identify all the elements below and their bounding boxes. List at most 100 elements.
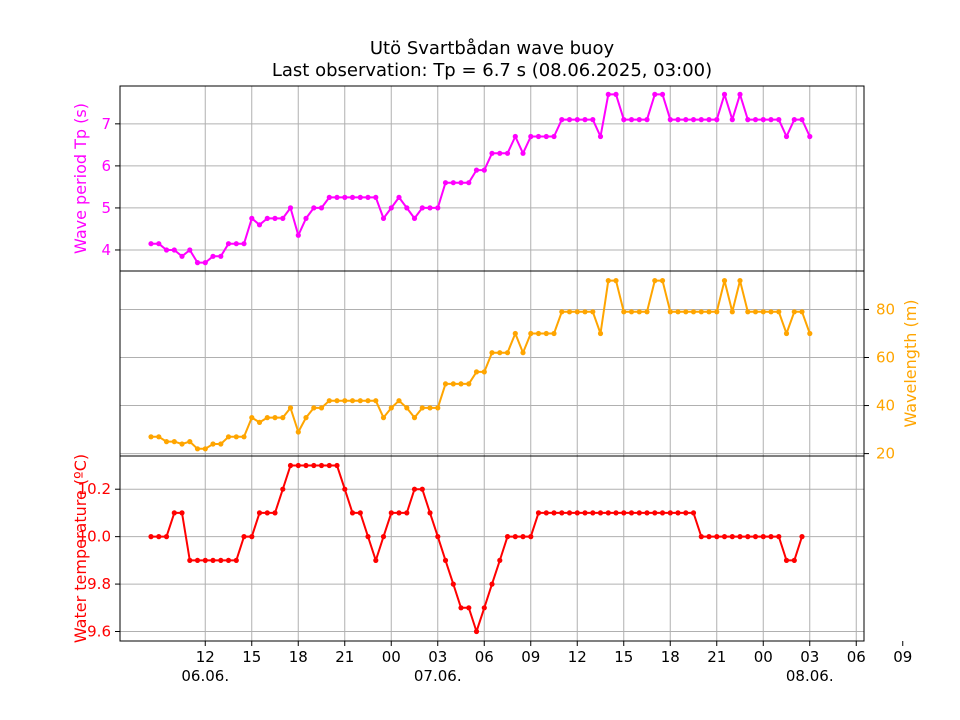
wavelength-point (721, 278, 728, 284)
temperature-point (225, 557, 232, 564)
temperature-point (411, 486, 418, 492)
period-point (194, 260, 201, 266)
temperature-point (760, 534, 766, 540)
wavelength-point (776, 309, 782, 315)
period-point (218, 253, 224, 259)
wavelength-point (473, 369, 480, 375)
temperature-point (551, 510, 557, 516)
period-point (543, 133, 549, 140)
panel-frame (119, 270, 865, 457)
temperature-point (287, 462, 294, 469)
temperature-point (768, 534, 774, 540)
wavelength-point (745, 309, 751, 315)
period-point (582, 117, 588, 123)
period-point (187, 247, 193, 253)
wavelength-point (714, 309, 720, 315)
temperature-point (582, 510, 588, 516)
wavelength-point (574, 309, 580, 315)
temperature-point (163, 534, 170, 540)
wavelength-line (151, 279, 811, 450)
wavelength-point (520, 350, 526, 356)
wavelength-point (675, 309, 681, 315)
temperature-point (365, 534, 371, 540)
temperature-point (636, 510, 642, 516)
wavelength-point (706, 309, 712, 315)
y-tick-label: 10.2 (78, 480, 111, 498)
wavelength-point (411, 415, 418, 421)
wavelength-point (489, 350, 495, 356)
temperature-point (396, 510, 402, 516)
x-tick-label: 06 (847, 648, 866, 666)
wavelength-point (543, 330, 549, 337)
time-axis: 12 15 18 21 00 03 06 09 12 15 18 21 00 03 06 09 06.06. 07… (181, 641, 912, 685)
period-point (171, 247, 177, 253)
period-point (411, 215, 418, 221)
period-point (659, 91, 666, 97)
period-point (365, 194, 371, 200)
wavelength-point (683, 309, 689, 315)
period-point (303, 215, 309, 221)
wavelength-point (807, 330, 813, 337)
wavelength-point (156, 434, 162, 440)
wavelength-point (442, 381, 449, 387)
temperature-point (752, 534, 759, 540)
temperature-point (357, 510, 363, 516)
temperature-point (690, 510, 697, 516)
temperature-point (349, 510, 356, 516)
y-tick-label: 80 (876, 300, 895, 318)
period-point (721, 91, 728, 97)
temperature-point (342, 486, 348, 492)
temperature-point (783, 557, 790, 564)
period-point (574, 117, 580, 123)
temperature-point (590, 510, 596, 516)
wavelength-point (528, 330, 534, 337)
wavelength-point (373, 398, 379, 404)
temperature-point (334, 462, 340, 469)
period-point (334, 194, 340, 200)
period-point (698, 117, 704, 123)
period-point (551, 133, 557, 140)
temperature-point (450, 581, 456, 587)
wavelength-point (644, 309, 650, 315)
temperature-line (151, 464, 803, 633)
temperature-point (435, 534, 441, 540)
wavelength-point (466, 381, 472, 387)
x-tick-label: 06 (475, 648, 494, 666)
period-point (683, 117, 689, 123)
period-point (628, 117, 635, 123)
x-tick-label: 09 (521, 648, 540, 666)
period-point (249, 215, 255, 221)
wave-period-panel: 4 5 6 7 Wave period Tp (s) (71, 85, 865, 272)
temperature-point (311, 462, 317, 469)
wavelength-point (783, 330, 790, 337)
y-tick-label: 9.8 (87, 575, 111, 593)
temperature-point (458, 605, 464, 611)
temperature-point (272, 510, 278, 516)
y-tick-label: 6 (101, 157, 111, 175)
wavelength-point (171, 439, 177, 445)
temperature-point (512, 534, 518, 540)
x-tick-label: 00 (382, 648, 401, 666)
wavelength-point (187, 439, 193, 445)
wavelength-point (388, 405, 394, 411)
temperature-point (574, 510, 580, 516)
wavelength-point (458, 381, 464, 387)
temperature-point (481, 605, 487, 611)
wavelength-point (202, 446, 208, 452)
temperature-point (559, 510, 565, 516)
temperature-point (295, 462, 301, 469)
period-point (729, 117, 735, 123)
period-point (396, 194, 402, 200)
x-tick-label: 18 (661, 648, 680, 666)
period-point (566, 117, 573, 123)
temperature-point (404, 510, 410, 516)
temperature-point (497, 557, 503, 564)
wavelength-point (295, 429, 301, 435)
temperature-point (388, 510, 394, 516)
period-point (590, 117, 596, 123)
wavelength-point (396, 398, 402, 404)
temperature-point (659, 510, 666, 516)
wavelength-point (349, 398, 356, 404)
temperature-point (373, 557, 379, 564)
temperature-point (791, 557, 797, 564)
